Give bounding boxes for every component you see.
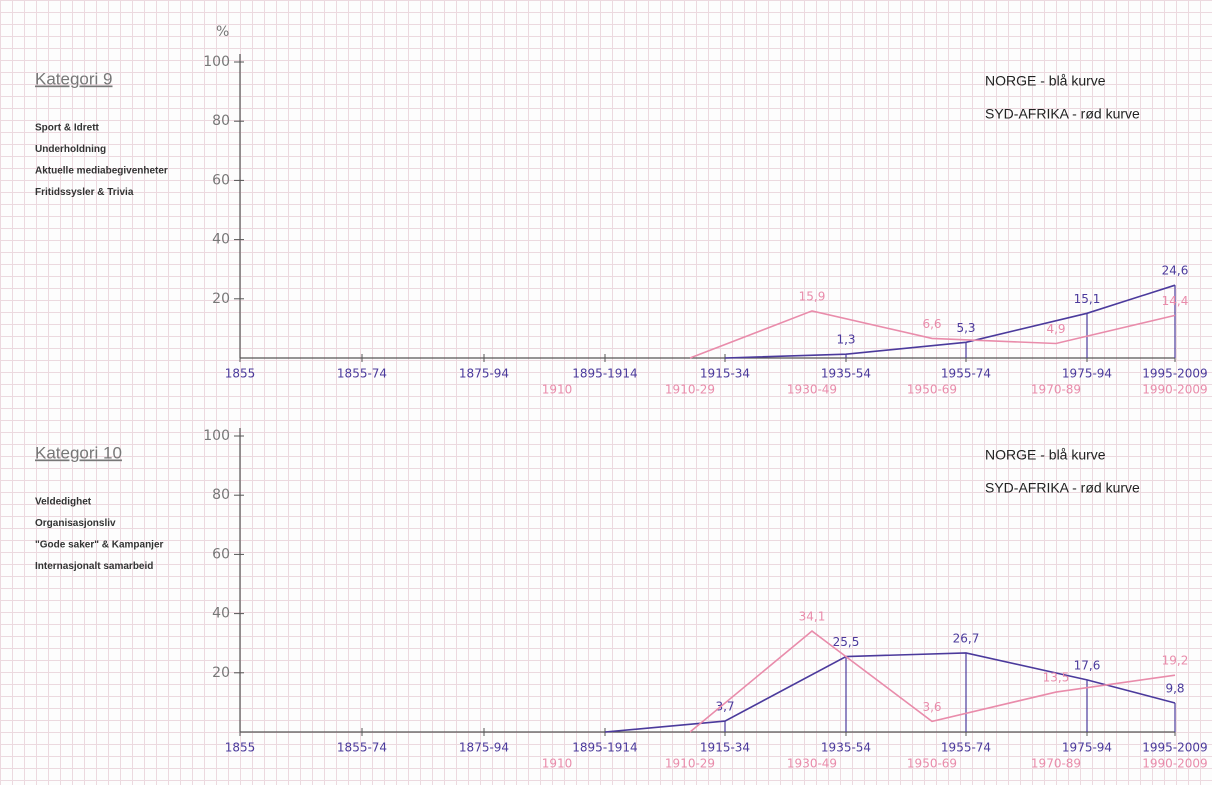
y-tick-label: 100 <box>203 54 230 70</box>
y-tick-label: 20 <box>212 291 230 307</box>
x-tick-label: 1855 <box>225 367 256 381</box>
x-tick-label: 1990-2009 <box>1142 757 1207 771</box>
x-tick-label: 1990-2009 <box>1142 383 1207 397</box>
y-tick-label: 40 <box>212 606 230 622</box>
x-tick-label: 1910 <box>542 757 573 771</box>
x-tick-label: 1955-74 <box>941 367 991 381</box>
value-label: 4,9 <box>1046 322 1065 336</box>
y-tick-label: 60 <box>212 172 230 188</box>
x-tick-label: 1930-49 <box>787 383 837 397</box>
value-label: 3,7 <box>715 700 734 714</box>
value-label: 13,5 <box>1043 671 1070 685</box>
y-tick-label: 100 <box>203 428 230 444</box>
y-axis-label: % <box>216 24 229 40</box>
y-tick-label: 40 <box>212 232 230 248</box>
y-tick-label: 80 <box>212 113 230 129</box>
legend-entry: SYD-AFRIKA - rød kurve <box>985 106 1140 122</box>
topic: Internasjonalt samarbeid <box>35 561 153 572</box>
x-tick-label: 1875-94 <box>459 741 509 755</box>
value-label: 24,6 <box>1162 264 1189 278</box>
x-tick-label: 1975-94 <box>1062 367 1112 381</box>
y-tick-label: 60 <box>212 546 230 562</box>
value-label: 14,4 <box>1162 294 1189 308</box>
x-tick-label: 1955-74 <box>941 741 991 755</box>
series-line <box>689 630 1176 733</box>
x-tick-label: 1915-34 <box>700 367 750 381</box>
topic: Aktuelle mediabegivenheter <box>35 166 168 177</box>
x-tick-label: 1910-29 <box>665 383 715 397</box>
topic: Underholdning <box>35 144 106 155</box>
value-label: 6,6 <box>922 317 941 331</box>
topic: Fritidssysler & Trivia <box>35 187 134 198</box>
value-label: 15,9 <box>799 289 826 303</box>
x-tick-label: 1910-29 <box>665 757 715 771</box>
x-tick-label: 1855 <box>225 741 256 755</box>
x-tick-label: 1895-1914 <box>572 367 637 381</box>
x-tick-label: 1935-54 <box>821 741 871 755</box>
x-tick-label: 1855-74 <box>337 367 387 381</box>
topic: "Gode saker" & Kampanjer <box>35 540 164 551</box>
topic: Organisasjonsliv <box>35 518 116 529</box>
chart-title: Kategori 9 <box>35 69 113 88</box>
x-tick-label: 1995-2009 <box>1142 367 1207 381</box>
x-tick-label: 1915-34 <box>700 741 750 755</box>
y-tick-label: 20 <box>212 665 230 681</box>
topic: Veldedighet <box>35 497 92 508</box>
legend-entry: SYD-AFRIKA - rød kurve <box>985 480 1140 496</box>
value-label: 3,6 <box>922 700 941 714</box>
x-tick-label: 1910 <box>542 383 573 397</box>
value-label: 9,8 <box>1165 681 1184 695</box>
x-tick-label: 1875-94 <box>459 367 509 381</box>
x-tick-label: 1855-74 <box>337 741 387 755</box>
value-label: 15,1 <box>1074 292 1101 306</box>
value-label: 17,6 <box>1074 658 1101 672</box>
topic: Sport & Idrett <box>35 123 100 134</box>
value-label: 25,5 <box>833 635 860 649</box>
x-tick-label: 1995-2009 <box>1142 741 1207 755</box>
x-tick-label: 1930-49 <box>787 757 837 771</box>
x-tick-label: 1970-89 <box>1031 383 1081 397</box>
legend-entry: NORGE - blå kurve <box>985 447 1106 463</box>
legend-entry: NORGE - blå kurve <box>985 73 1106 89</box>
x-tick-label: 1935-54 <box>821 367 871 381</box>
chart-title: Kategori 10 <box>35 443 122 462</box>
value-label: 5,3 <box>956 321 975 335</box>
value-label: 1,3 <box>836 333 855 347</box>
value-label: 26,7 <box>953 631 980 645</box>
value-label: 34,1 <box>799 610 826 624</box>
series-line <box>689 310 1176 359</box>
x-tick-label: 1895-1914 <box>572 741 637 755</box>
x-tick-label: 1975-94 <box>1062 741 1112 755</box>
value-label: 19,2 <box>1162 654 1189 668</box>
x-tick-label: 1970-89 <box>1031 757 1081 771</box>
x-tick-label: 1950-69 <box>907 383 957 397</box>
series-line <box>724 284 1176 359</box>
series-line <box>604 652 1176 733</box>
x-tick-label: 1950-69 <box>907 757 957 771</box>
y-tick-label: 80 <box>212 487 230 503</box>
